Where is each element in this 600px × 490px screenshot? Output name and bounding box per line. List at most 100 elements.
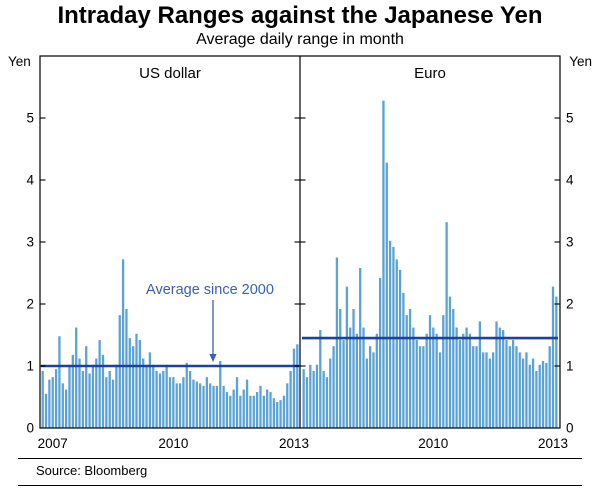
bar (58, 336, 61, 428)
bar (531, 358, 535, 428)
y-tick-label-left: 5 (26, 111, 34, 126)
bar (222, 385, 225, 428)
bar (438, 352, 442, 428)
bar (235, 377, 239, 428)
y-tick-label-left: 2 (26, 297, 34, 312)
y-tick-label-left: 1 (26, 359, 34, 374)
bar (175, 383, 178, 428)
yen-label-left: Yen (8, 54, 31, 69)
bar (332, 346, 335, 428)
bar (508, 346, 511, 428)
chart-subtitle: Average daily range in month (196, 31, 404, 48)
bar (432, 327, 435, 428)
bar (372, 352, 375, 428)
bar (329, 358, 332, 428)
bar (349, 327, 352, 428)
bar (528, 364, 531, 428)
bar (388, 240, 392, 428)
bar (315, 364, 319, 428)
bar (501, 330, 505, 428)
bar (339, 308, 342, 428)
bar (142, 358, 145, 428)
bar (425, 333, 428, 428)
bar (199, 383, 202, 428)
bar (225, 392, 229, 428)
bar (232, 389, 235, 428)
bar (158, 373, 162, 428)
bar (521, 358, 525, 428)
bar (289, 370, 292, 428)
bar (255, 392, 259, 428)
y-tick-label-right: 5 (566, 111, 574, 126)
bar (138, 339, 141, 428)
bar (488, 358, 491, 428)
bar (415, 339, 418, 428)
bar (108, 370, 111, 428)
bar (475, 346, 478, 428)
bar (242, 389, 245, 428)
bar (292, 348, 296, 428)
bar (535, 370, 538, 428)
bar (68, 364, 71, 428)
bar (302, 369, 305, 428)
bar (305, 377, 309, 428)
y-tick-label-right: 1 (566, 359, 574, 374)
bar (168, 377, 172, 428)
bar (276, 401, 279, 428)
bar (375, 333, 378, 428)
bar (71, 354, 74, 428)
bar (345, 286, 349, 428)
bar (395, 259, 398, 428)
bar (145, 364, 148, 428)
y-tick-label-right: 0 (566, 421, 574, 436)
bar (212, 385, 215, 428)
bar (249, 395, 252, 428)
bar (428, 315, 432, 428)
bar (282, 395, 286, 428)
bar (51, 377, 54, 428)
bar (455, 327, 458, 428)
bar (342, 339, 345, 428)
bar (162, 370, 165, 428)
y-tick-label-right: 2 (566, 297, 574, 312)
bar (54, 369, 58, 428)
bar (95, 358, 98, 428)
bar (545, 362, 548, 428)
bar (88, 373, 91, 428)
y-tick-label-right: 3 (566, 235, 574, 250)
bar (525, 352, 528, 428)
bar (319, 330, 322, 428)
bar (355, 333, 359, 428)
bar (205, 377, 209, 428)
bar (215, 385, 219, 428)
bar (309, 364, 312, 428)
bar (322, 370, 325, 428)
bar (369, 346, 372, 428)
bar (131, 346, 135, 428)
bar (91, 364, 95, 428)
bar (296, 344, 299, 428)
bar (378, 277, 382, 428)
bar (262, 395, 265, 428)
bar (118, 315, 121, 428)
bar (385, 162, 388, 428)
year-label: 2010 (158, 436, 188, 451)
bar (61, 383, 64, 428)
bar (465, 327, 468, 428)
bar (279, 400, 282, 428)
chart-footer: Source: Bloomberg (18, 458, 582, 486)
bar (458, 339, 462, 428)
bar (98, 339, 101, 428)
bar (511, 339, 515, 428)
bar (128, 338, 131, 428)
bar (115, 364, 118, 428)
bar (405, 315, 408, 428)
bar (202, 385, 205, 428)
bar (548, 346, 551, 428)
bar (81, 370, 85, 428)
bar (269, 392, 272, 428)
chart-header: Intraday Ranges against the Japanese Yen… (0, 2, 600, 50)
bar (245, 379, 249, 428)
bar (382, 100, 385, 428)
